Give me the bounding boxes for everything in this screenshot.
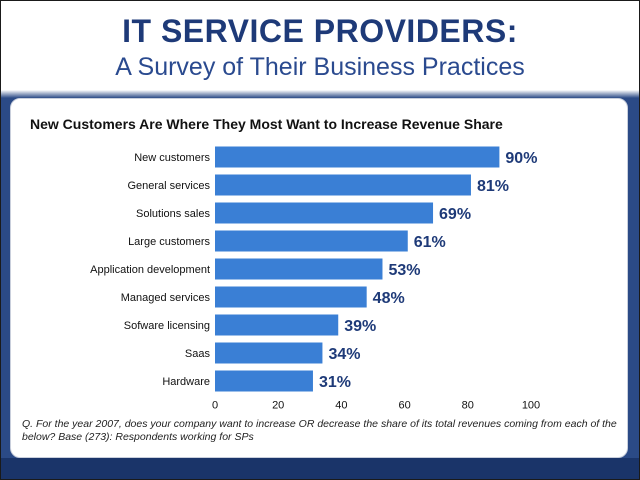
bar	[215, 202, 434, 224]
x-tick-label: 40	[335, 400, 347, 412]
x-tick-label: 60	[398, 400, 410, 412]
footer-bar	[1, 458, 639, 479]
bar	[215, 230, 408, 252]
category-label: Large customers	[128, 236, 210, 248]
category-label: New customers	[134, 152, 210, 164]
bar-chart: New Customers Are Where They Most Want t…	[30, 116, 540, 412]
page-title: IT SERVICE PROVIDERS:	[122, 13, 518, 49]
bar	[215, 258, 383, 280]
chart-title: New Customers Are Where They Most Want t…	[30, 116, 503, 132]
value-label: 53%	[388, 262, 420, 279]
bar	[215, 286, 367, 308]
header: IT SERVICE PROVIDERS: A Survey of Their …	[1, 1, 639, 91]
value-label: 90%	[505, 150, 537, 167]
bar	[215, 174, 471, 196]
value-label: 39%	[344, 318, 376, 335]
category-label: Hardware	[162, 376, 210, 388]
value-label: 61%	[414, 234, 446, 251]
page-subtitle: A Survey of Their Business Practices	[115, 53, 525, 81]
category-label: Saas	[185, 348, 211, 360]
x-tick-label: 80	[462, 400, 474, 412]
category-label: Sofware licensing	[124, 320, 210, 332]
value-label: 48%	[373, 290, 405, 307]
bar	[215, 146, 500, 168]
category-label: Managed services	[121, 292, 211, 304]
bar	[215, 370, 313, 392]
value-label: 69%	[439, 206, 471, 223]
category-label: Application development	[90, 264, 210, 276]
bar	[215, 342, 323, 364]
survey-note: Q. For the year 2007, does your company …	[22, 418, 617, 443]
value-label: 31%	[319, 374, 351, 391]
value-label: 81%	[477, 178, 509, 195]
bar	[215, 314, 339, 336]
category-label: General services	[127, 180, 210, 192]
category-label: Solutions sales	[136, 208, 210, 220]
x-tick-label: 100	[522, 400, 540, 412]
value-label: 34%	[328, 346, 360, 363]
x-tick-label: 20	[272, 400, 284, 412]
x-tick-label: 0	[212, 400, 218, 412]
